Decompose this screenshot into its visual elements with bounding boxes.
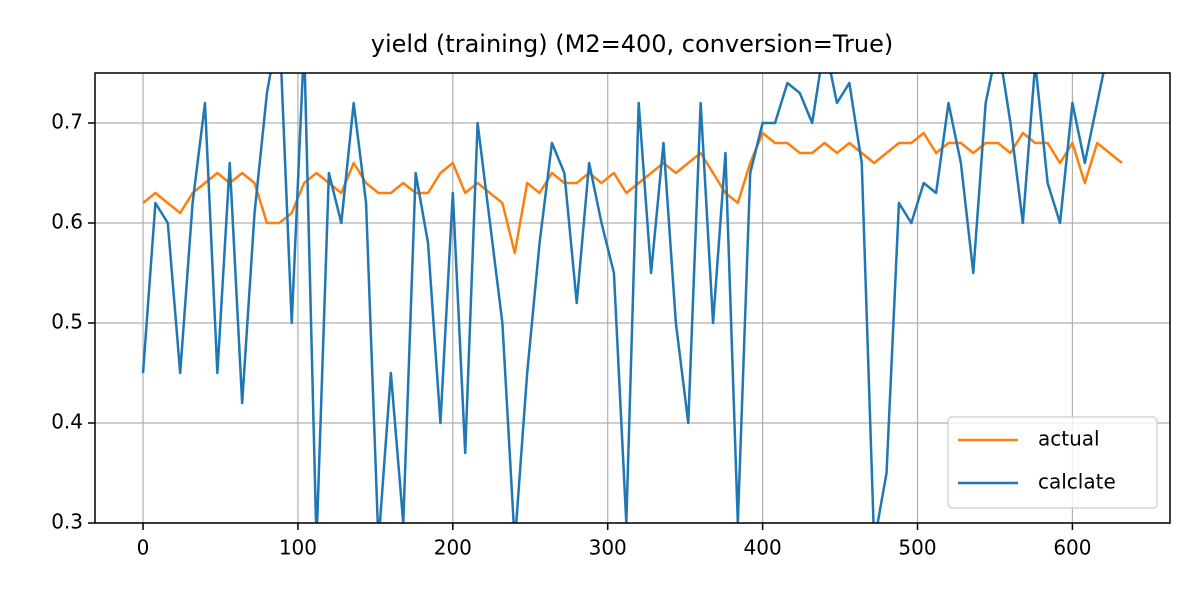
ticks: 0.3 0.4 0.5 0.6 0.7 0 100 200 300 400 500 600 — [51, 110, 1091, 560]
y-tick-label: 0.5 — [51, 310, 83, 334]
y-tick-label: 0.6 — [51, 210, 83, 234]
x-tick-label: 200 — [434, 536, 472, 560]
data-line — [141, 73, 1105, 523]
x-tick-label: 600 — [1053, 536, 1091, 560]
y-tick-label: 0.4 — [51, 410, 83, 434]
chart-title: yield (training) (M2=400, conversion=Tru… — [371, 30, 893, 58]
legend-label: calclate — [1038, 470, 1116, 494]
axes-frame — [94, 72, 1171, 524]
legend: actual calclate — [947, 416, 1158, 509]
x-tick-label: 300 — [589, 536, 627, 560]
x-tick-label: 0 — [137, 536, 150, 560]
x-tick-label: 100 — [279, 536, 317, 560]
plot-area — [141, 73, 1123, 523]
x-tick-label: 400 — [744, 536, 782, 560]
x-tick-label: 500 — [898, 536, 936, 560]
data-line — [142, 131, 1123, 255]
y-tick-label: 0.3 — [51, 510, 83, 534]
legend-label: actual — [1038, 427, 1100, 451]
y-tick-label: 0.7 — [51, 110, 83, 134]
